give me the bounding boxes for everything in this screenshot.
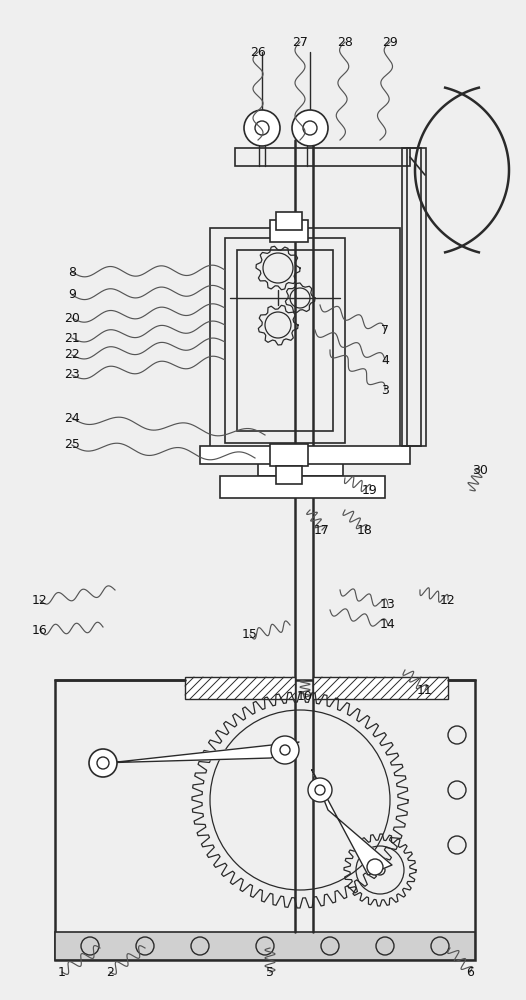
Bar — [220, 476, 385, 498]
Text: 12: 12 — [32, 593, 48, 606]
Bar — [276, 466, 302, 484]
Bar — [185, 677, 295, 699]
Bar — [270, 220, 308, 242]
Circle shape — [244, 110, 280, 146]
Bar — [55, 932, 475, 960]
Circle shape — [315, 785, 325, 795]
Circle shape — [367, 859, 383, 875]
Text: 2: 2 — [106, 966, 114, 978]
Text: 21: 21 — [64, 332, 80, 344]
Text: 23: 23 — [64, 368, 80, 381]
Circle shape — [303, 121, 317, 135]
Bar — [313, 677, 448, 699]
Text: 19: 19 — [362, 484, 378, 496]
Bar — [258, 454, 343, 476]
Bar — [200, 446, 410, 464]
Text: 14: 14 — [380, 618, 396, 632]
Circle shape — [271, 736, 299, 764]
Text: 9: 9 — [68, 288, 76, 302]
Text: 30: 30 — [472, 464, 488, 477]
Text: 15: 15 — [242, 629, 258, 642]
Text: 16: 16 — [32, 624, 48, 637]
Bar — [237, 250, 333, 431]
Polygon shape — [98, 742, 299, 763]
Bar — [225, 238, 345, 443]
Polygon shape — [312, 770, 392, 875]
Text: 11: 11 — [417, 684, 433, 696]
Bar — [402, 148, 426, 446]
Text: 22: 22 — [64, 349, 80, 361]
Text: 6: 6 — [466, 966, 474, 978]
Bar — [407, 148, 421, 446]
Text: 28: 28 — [337, 35, 353, 48]
Text: 8: 8 — [68, 265, 76, 278]
Text: 7: 7 — [381, 324, 389, 336]
Bar — [276, 212, 302, 230]
Text: 20: 20 — [64, 312, 80, 324]
Text: 5: 5 — [266, 966, 274, 978]
Text: 24: 24 — [64, 412, 80, 424]
Text: 17: 17 — [314, 524, 330, 536]
Text: 29: 29 — [382, 35, 398, 48]
Circle shape — [375, 865, 385, 875]
Bar — [235, 148, 410, 166]
Text: 3: 3 — [381, 383, 389, 396]
Circle shape — [89, 749, 117, 777]
Circle shape — [308, 778, 332, 802]
Bar — [55, 680, 475, 960]
Text: 4: 4 — [381, 354, 389, 366]
Text: 25: 25 — [64, 438, 80, 452]
Bar — [270, 444, 308, 466]
Text: 10: 10 — [297, 690, 313, 704]
Text: 13: 13 — [380, 598, 396, 611]
Circle shape — [255, 121, 269, 135]
Text: 12: 12 — [440, 593, 456, 606]
Bar — [210, 228, 400, 456]
Text: 27: 27 — [292, 35, 308, 48]
Circle shape — [292, 110, 328, 146]
Text: 1: 1 — [58, 966, 66, 978]
Text: 18: 18 — [357, 524, 373, 536]
Text: 26: 26 — [250, 45, 266, 58]
